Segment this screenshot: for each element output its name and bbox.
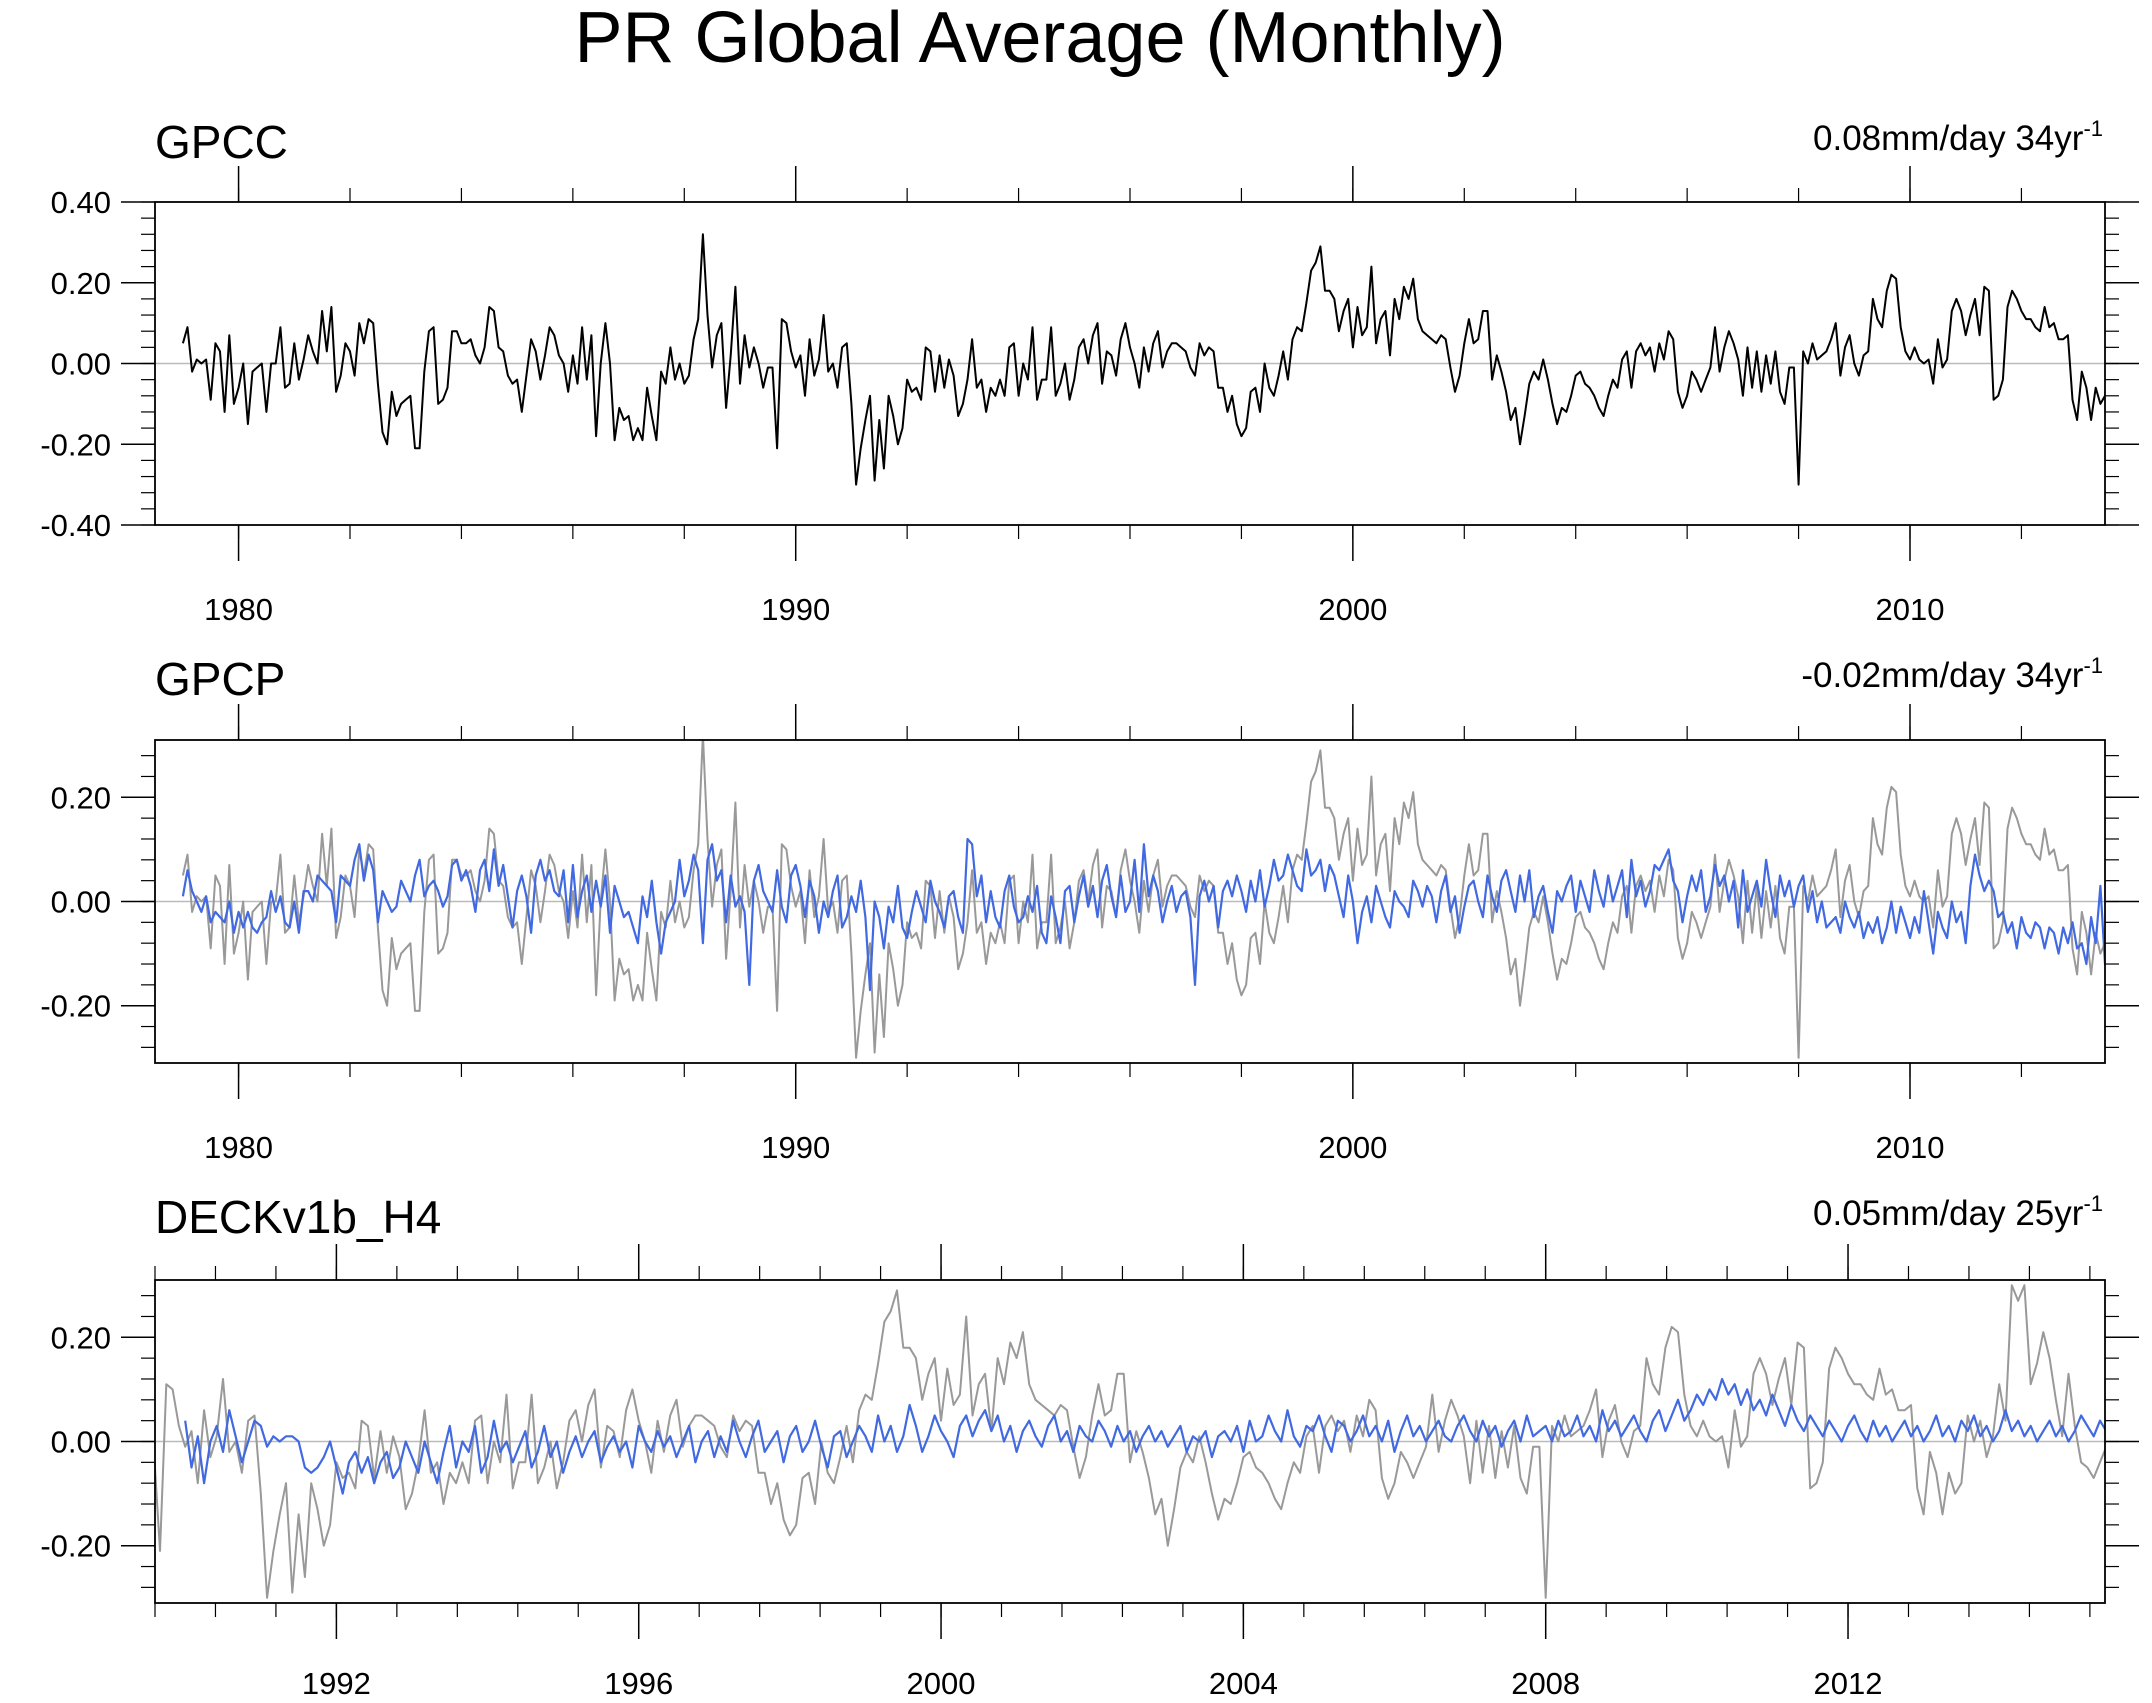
panel-gpcp: GPCP -0.02mm/day 34yr-1 -0.20 0.00 0.20 1980 1… <box>40 653 2139 1165</box>
panel-title: DECKv1b_H4 <box>155 1191 441 1243</box>
panel-deckv1b-h4: DECKv1b_H4 0.05mm/day 25yr-1 -0.20 0.00 0.20… <box>40 1191 2139 1701</box>
series-line-gpcc-reference <box>155 1284 2105 1599</box>
x-tick-label: 2000 <box>907 1666 976 1701</box>
figure-title: PR Global Average (Monthly) <box>574 0 1505 78</box>
y-tick-label: 0.00 <box>51 1425 111 1460</box>
y-tick-label: 0.00 <box>51 347 111 382</box>
series-group <box>181 740 2105 1059</box>
x-tick-label: 2012 <box>1814 1666 1883 1701</box>
x-tick-label: 2004 <box>1209 1666 1278 1701</box>
x-tick-label: 1990 <box>761 1130 830 1165</box>
x-tick-label: 2010 <box>1876 1130 1945 1165</box>
x-tick-label: 2000 <box>1318 592 1387 627</box>
y-tick-label: 0.20 <box>51 1320 111 1355</box>
panel-title: GPCP <box>155 653 285 705</box>
trend-exponent: -1 <box>2083 653 2103 678</box>
y-tick-label: -0.20 <box>40 427 111 462</box>
trend-value: 0.08mm/day 34yr <box>1813 119 2084 158</box>
series-line-gpcp <box>181 837 2105 992</box>
series-line-deckv1b-h4 <box>184 1377 2105 1495</box>
series-line-gpcc-reference <box>181 740 2105 1059</box>
x-tick-label: 2010 <box>1876 592 1945 627</box>
panel-title: GPCC <box>155 116 288 168</box>
series-group <box>181 233 2105 486</box>
trend-annotation: 0.08mm/day 34yr-1 <box>1813 116 2103 158</box>
plot-frame <box>154 1279 2106 1604</box>
y-tick-label: 0.40 <box>51 185 111 220</box>
y-tick-label: -0.20 <box>40 1529 111 1564</box>
trend-value: 0.05mm/day 25yr <box>1813 1194 2084 1233</box>
trend-value: -0.02mm/day 34yr <box>1801 656 2083 695</box>
plot-frame <box>154 201 2106 526</box>
panel-gpcc: GPCC 0.08mm/day 34yr-1 -0.40 -0.20 0.00 0.20 0… <box>40 116 2139 627</box>
x-tick-label: 1996 <box>604 1666 673 1701</box>
y-tick-label: 0.20 <box>51 780 111 815</box>
y-tick-label: 0.20 <box>51 266 111 301</box>
x-tick-label: 1980 <box>204 592 273 627</box>
y-tick-label: 0.00 <box>51 885 111 920</box>
plot-frame <box>154 739 2106 1064</box>
x-tick-label: 2000 <box>1318 1130 1387 1165</box>
y-tick-label: -0.20 <box>40 989 111 1024</box>
y-tick-label: -0.40 <box>40 508 111 543</box>
trend-annotation: -0.02mm/day 34yr-1 <box>1801 653 2103 695</box>
series-group <box>155 1284 2105 1599</box>
x-tick-label: 1980 <box>204 1130 273 1165</box>
x-tick-label: 1992 <box>302 1666 371 1701</box>
x-tick-label: 1990 <box>761 592 830 627</box>
trend-exponent: -1 <box>2083 116 2103 141</box>
series-line-gpcc <box>181 233 2105 486</box>
trend-annotation: 0.05mm/day 25yr-1 <box>1813 1191 2103 1233</box>
trend-exponent: -1 <box>2083 1191 2103 1216</box>
x-tick-label: 2008 <box>1511 1666 1580 1701</box>
